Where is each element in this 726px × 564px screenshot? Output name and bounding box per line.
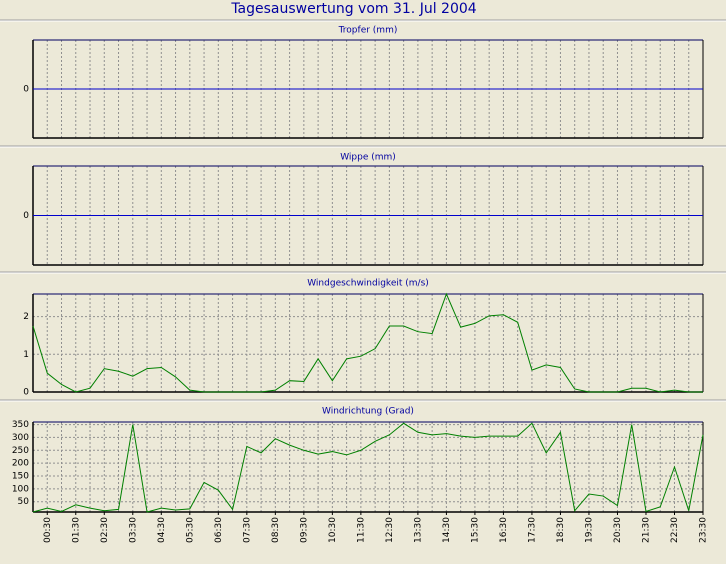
panel-title: Tropfer (mm) — [338, 26, 398, 36]
x-tick-label: 05:30 — [185, 517, 195, 543]
x-tick-label: 11:30 — [356, 517, 366, 543]
y-tick-label: 350 — [12, 420, 29, 430]
data-line — [32, 422, 704, 513]
y-tick-label: 100 — [12, 484, 29, 494]
y-tick-label: 1 — [23, 350, 29, 360]
x-tick-label: 15:30 — [470, 517, 480, 543]
x-tick-label: 08:30 — [271, 517, 281, 543]
x-tick-label: 21:30 — [641, 517, 651, 543]
x-tick-label: 19:30 — [584, 517, 594, 543]
x-tick-label: 04:30 — [157, 517, 167, 543]
x-tick-label: 06:30 — [214, 517, 224, 543]
y-tick-label: 0 — [23, 388, 29, 398]
y-tick-label: 300 — [12, 433, 29, 443]
x-tick-label: 16:30 — [499, 517, 509, 543]
data-line — [32, 292, 703, 393]
x-tick-label: 07:30 — [242, 517, 252, 543]
x-tick-label: 23:30 — [699, 517, 709, 543]
x-tick-label: 09:30 — [299, 517, 309, 543]
x-tick-label: 14:30 — [442, 517, 452, 543]
y-tick-label: 200 — [12, 459, 29, 469]
x-tick-label: 03:30 — [128, 517, 138, 543]
y-tick-label: 50 — [18, 497, 30, 507]
panel-title: Wippe (mm) — [340, 153, 396, 163]
x-tick-label: 17:30 — [527, 517, 537, 543]
page-title: Tagesauswertung vom 31. Jul 2004 — [230, 1, 476, 17]
panel-title: Windrichtung (Grad) — [322, 407, 414, 417]
y-tick-label: 0 — [23, 85, 29, 95]
x-tick-label: 02:30 — [100, 517, 110, 543]
x-tick-label: 00:30 — [43, 517, 53, 543]
x-tick-label: 13:30 — [413, 517, 423, 543]
y-tick-label: 250 — [12, 446, 29, 456]
x-tick-label: 12:30 — [385, 517, 395, 543]
y-tick-label: 2 — [23, 312, 29, 322]
y-tick-label: 150 — [12, 472, 29, 482]
y-tick-label: 0 — [23, 211, 29, 221]
x-tick-label: 10:30 — [328, 517, 338, 543]
x-tick-label: 18:30 — [556, 517, 566, 543]
panel-title: Windgeschwindigkeit (m/s) — [307, 279, 429, 289]
x-tick-label: 01:30 — [71, 517, 81, 543]
x-tick-label: 20:30 — [613, 517, 623, 543]
x-tick-label: 22:30 — [670, 517, 680, 543]
